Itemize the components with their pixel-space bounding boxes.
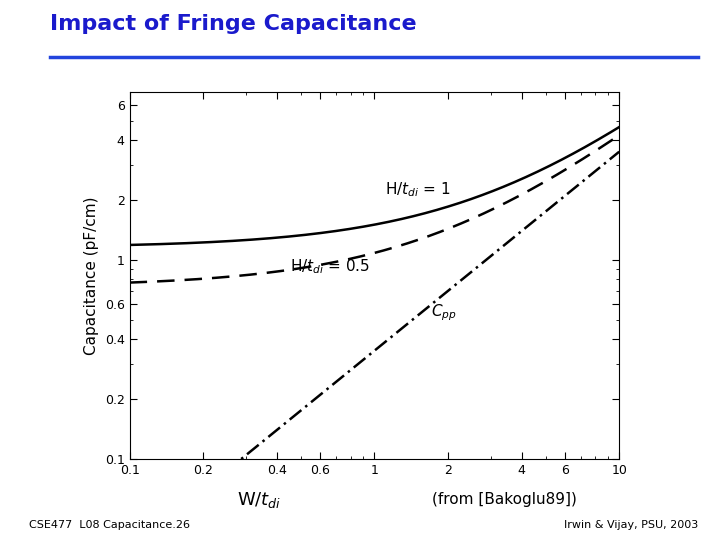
Text: Impact of Fringe Capacitance: Impact of Fringe Capacitance bbox=[50, 14, 417, 33]
Text: (from [Bakoglu89]): (from [Bakoglu89]) bbox=[432, 492, 577, 507]
Text: CSE477  L08 Capacitance.26: CSE477 L08 Capacitance.26 bbox=[29, 520, 190, 530]
Text: Irwin & Vijay, PSU, 2003: Irwin & Vijay, PSU, 2003 bbox=[564, 520, 698, 530]
Y-axis label: Capacitance (pF/cm): Capacitance (pF/cm) bbox=[84, 196, 99, 355]
Text: H/$t_{di}$ = 0.5: H/$t_{di}$ = 0.5 bbox=[289, 257, 369, 276]
Text: $C_{pp}$: $C_{pp}$ bbox=[431, 302, 456, 323]
Text: W/$t_{di}$: W/$t_{di}$ bbox=[237, 489, 282, 510]
Text: H/$t_{di}$ = 1: H/$t_{di}$ = 1 bbox=[384, 180, 450, 199]
